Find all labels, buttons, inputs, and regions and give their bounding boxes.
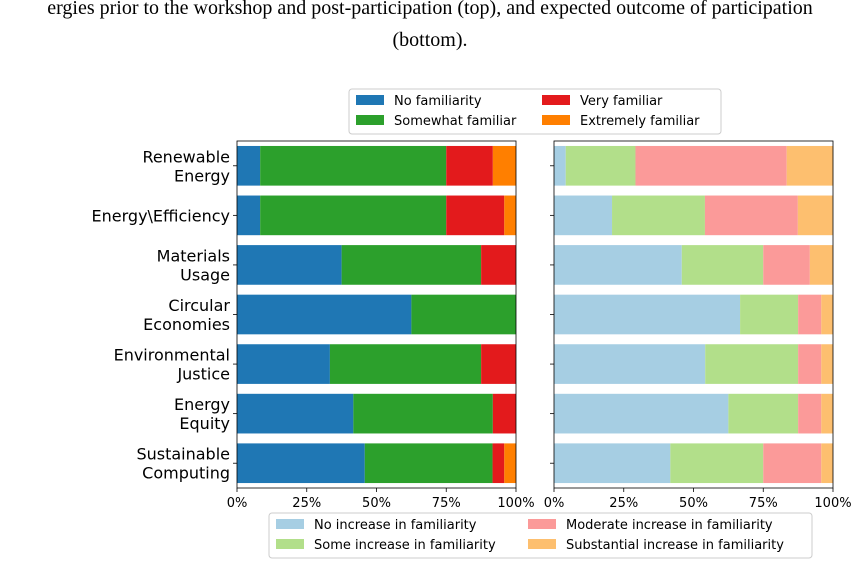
bar-increase-renewable-energy-no-increase-in-familiarity — [554, 145, 566, 186]
legend-swatch-substantial-increase-in-familiarity — [528, 539, 556, 549]
legend-swatch-some-increase-in-familiarity — [276, 539, 304, 549]
x-tick-label: 25% — [292, 496, 321, 511]
chart-prior-familiarity: RenewableEnergyEnergy\EfficiencyMaterial… — [92, 140, 535, 511]
bar-prior-energy-equity-somewhat-familiar — [353, 393, 493, 434]
bar-increase-renewable-energy-some-increase-in-familiarity — [565, 145, 636, 186]
bar-prior-energy-efficiency-somewhat-familiar — [260, 195, 447, 236]
bar-increase-energy-efficiency-no-increase-in-familiarity — [554, 195, 613, 236]
bar-increase-energy-equity-some-increase-in-familiarity — [728, 393, 799, 434]
bar-increase-circular-economies-no-increase-in-familiarity — [554, 294, 741, 335]
bar-prior-renewable-energy-very-familiar — [446, 145, 493, 186]
legend-swatch-no-increase-in-familiarity — [276, 519, 304, 529]
category-label: Equity — [179, 414, 230, 433]
x-tick-label: 50% — [679, 496, 708, 511]
bar-prior-circular-economies-no-familiarity — [237, 294, 412, 335]
bar-increase-environmental-justice-substantial-increase-in-familiarity — [821, 344, 833, 384]
bar-increase-materials-usage-some-increase-in-familiarity — [681, 245, 764, 285]
category-label: Energy — [174, 166, 230, 185]
x-tick-label: 100% — [497, 496, 534, 511]
category-label: Computing — [142, 464, 230, 483]
bar-increase-environmental-justice-no-increase-in-familiarity — [554, 344, 706, 384]
bar-prior-energy-efficiency-no-familiarity — [237, 195, 261, 236]
caption-line-2: (bottom). — [393, 29, 468, 51]
category-label: Sustainable — [136, 445, 230, 464]
legend-label-some-increase-in-familiarity: Some increase in familiarity — [314, 538, 496, 553]
bar-prior-energy-equity-no-familiarity — [237, 393, 354, 434]
legend-label-somewhat-familiar: Somewhat familiar — [394, 114, 517, 129]
legend-swatch-somewhat-familiar — [356, 115, 384, 125]
bar-prior-sustainable-computing-very-familiar — [492, 443, 505, 484]
bar-prior-energy-equity-very-familiar — [492, 393, 516, 434]
bar-prior-circular-economies-somewhat-familiar — [411, 294, 517, 335]
bar-prior-energy-efficiency-extremely-familiar — [504, 195, 516, 236]
category-label: Renewable — [142, 147, 230, 166]
legend-label-moderate-increase-in-familiarity: Moderate increase in familiarity — [566, 518, 773, 533]
category-label: Circular — [168, 296, 230, 315]
bar-increase-materials-usage-no-increase-in-familiarity — [554, 245, 682, 285]
bar-prior-materials-usage-no-familiarity — [237, 245, 342, 285]
x-tick-label: 100% — [814, 496, 851, 511]
bar-increase-environmental-justice-moderate-increase-in-familiarity — [798, 344, 822, 384]
bar-increase-sustainable-computing-no-increase-in-familiarity — [554, 443, 671, 484]
bar-prior-renewable-energy-extremely-familiar — [492, 145, 516, 186]
bar-increase-sustainable-computing-moderate-increase-in-familiarity — [763, 443, 822, 484]
category-label: Usage — [180, 265, 230, 284]
x-tick-label: 75% — [749, 496, 778, 511]
bar-increase-renewable-energy-substantial-increase-in-familiarity — [786, 145, 834, 186]
bar-increase-renewable-energy-moderate-increase-in-familiarity — [635, 145, 787, 186]
bar-increase-energy-equity-no-increase-in-familiarity — [554, 393, 729, 434]
bar-increase-energy-efficiency-moderate-increase-in-familiarity — [704, 195, 798, 236]
legend-swatch-no-familiarity — [356, 95, 384, 105]
bar-prior-renewable-energy-no-familiarity — [237, 145, 261, 186]
bar-prior-materials-usage-very-familiar — [481, 245, 517, 285]
x-tick-label: 0% — [227, 496, 248, 511]
caption-line-1: ergies prior to the workshop and post-pa… — [47, 0, 813, 19]
x-tick-label: 75% — [432, 496, 461, 511]
legend-label-very-familiar: Very familiar — [580, 94, 663, 109]
category-label: Energy — [174, 395, 230, 414]
bar-prior-environmental-justice-no-familiarity — [237, 344, 330, 384]
bar-increase-sustainable-computing-some-increase-in-familiarity — [670, 443, 764, 484]
legend-top: No familiarity Somewhat familiar Very fami… — [348, 88, 722, 135]
bar-prior-environmental-justice-somewhat-familiar — [329, 344, 482, 384]
legend-label-no-familiarity: No familiarity — [394, 94, 482, 109]
category-label: Economies — [143, 315, 230, 334]
category-label: Environmental — [114, 346, 230, 365]
bar-prior-renewable-energy-somewhat-familiar — [260, 145, 447, 186]
bar-increase-energy-equity-moderate-increase-in-familiarity — [798, 393, 822, 434]
x-tick-label: 25% — [609, 496, 638, 511]
bar-prior-energy-efficiency-very-familiar — [446, 195, 505, 236]
bar-increase-circular-economies-some-increase-in-familiarity — [740, 294, 799, 335]
category-label: Materials — [157, 246, 230, 265]
bar-increase-energy-efficiency-some-increase-in-familiarity — [612, 195, 705, 236]
legend-swatch-very-familiar — [542, 95, 570, 105]
legend-box-bottom — [268, 512, 813, 559]
bar-prior-sustainable-computing-extremely-familiar — [504, 443, 516, 484]
legend-swatch-extremely-familiar — [542, 115, 570, 125]
bar-increase-sustainable-computing-substantial-increase-in-familiarity — [821, 443, 833, 484]
bar-increase-energy-equity-substantial-increase-in-familiarity — [821, 393, 833, 434]
category-label: Justice — [176, 365, 230, 384]
legend-bottom: No increase in familiarity Some increase … — [268, 512, 813, 559]
bar-increase-circular-economies-substantial-increase-in-familiarity — [821, 294, 833, 335]
bar-prior-environmental-justice-very-familiar — [481, 344, 517, 384]
chart-increase-familiarity: 0% 25% 50% 75% 100% — [544, 140, 852, 511]
legend-swatch-moderate-increase-in-familiarity — [528, 519, 556, 529]
x-tick-label: 50% — [362, 496, 391, 511]
bar-increase-energy-efficiency-substantial-increase-in-familiarity — [797, 195, 833, 236]
bar-increase-circular-economies-moderate-increase-in-familiarity — [798, 294, 822, 335]
bar-prior-sustainable-computing-somewhat-familiar — [364, 443, 493, 484]
legend-box-top — [348, 88, 722, 135]
legend-label-no-increase-in-familiarity: No increase in familiarity — [314, 518, 477, 533]
legend-label-extremely-familiar: Extremely familiar — [580, 114, 700, 129]
legend-label-substantial-increase-in-familiarity: Substantial increase in familiarity — [566, 538, 784, 553]
bar-prior-materials-usage-somewhat-familiar — [341, 245, 482, 285]
bar-prior-sustainable-computing-no-familiarity — [237, 443, 365, 484]
bar-increase-materials-usage-substantial-increase-in-familiarity — [809, 245, 833, 285]
category-label: Energy\Efficiency — [92, 206, 230, 225]
bar-increase-environmental-justice-some-increase-in-familiarity — [705, 344, 799, 384]
x-tick-label: 0% — [544, 496, 565, 511]
bar-increase-materials-usage-moderate-increase-in-familiarity — [763, 245, 810, 285]
